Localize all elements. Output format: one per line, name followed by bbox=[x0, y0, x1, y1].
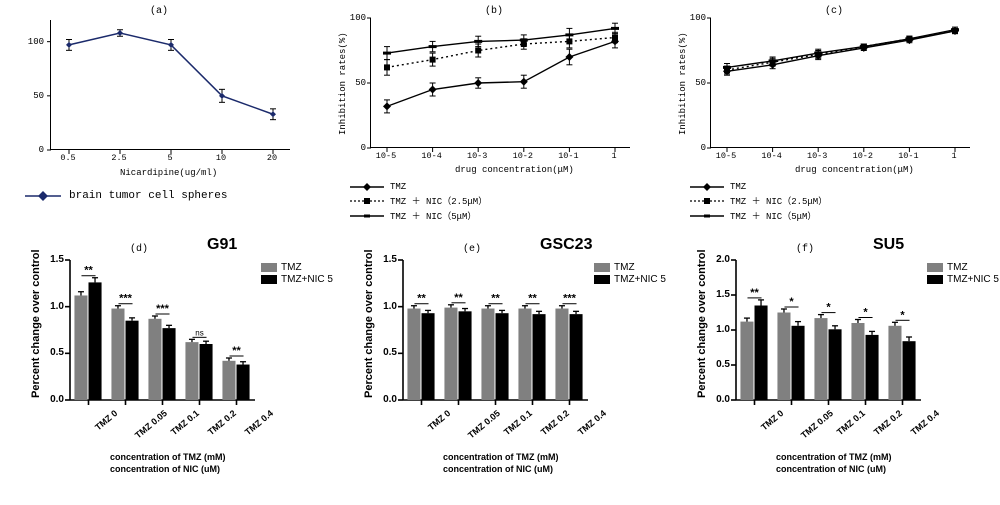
panel-c-xlabel: drug concentration(μM) bbox=[795, 165, 914, 175]
panel-c-legend: TMZ TMZ ＋ NIC（2.5μM） TMZ ＋ NIC（5μM） bbox=[690, 182, 827, 224]
bar-legend: TMZTMZ+NIC 5 bbox=[261, 262, 333, 286]
svg-text:***: *** bbox=[563, 293, 577, 305]
plot-b-svg bbox=[371, 18, 631, 148]
panel-c-tag: (c) bbox=[825, 6, 843, 17]
svg-text:*: * bbox=[789, 296, 794, 308]
svg-text:**: ** bbox=[417, 293, 426, 305]
legend-c-1: TMZ ＋ NIC（2.5μM） bbox=[730, 194, 827, 207]
svg-text:**: ** bbox=[750, 287, 759, 299]
svg-text:**: ** bbox=[491, 293, 500, 305]
panel-a-tag: (a) bbox=[150, 6, 168, 17]
panel-a: (a) Nicardipine(ug/ml) brain tumor cell … bbox=[0, 0, 320, 230]
svg-text:ns: ns bbox=[195, 328, 203, 337]
panel-b: (b) Inhibition rates(%) drug concentrati… bbox=[320, 0, 660, 230]
plot-c-area bbox=[710, 18, 970, 148]
legend-b-2: TMZ ＋ NIC（5μM） bbox=[390, 209, 476, 222]
plot-b-area bbox=[370, 18, 630, 148]
legend-c-0: TMZ bbox=[730, 182, 746, 192]
svg-text:**: ** bbox=[454, 292, 463, 304]
svg-text:**: ** bbox=[84, 265, 93, 277]
plot-a-svg bbox=[51, 20, 291, 150]
svg-text:**: ** bbox=[232, 345, 241, 357]
svg-text:*: * bbox=[826, 302, 831, 314]
legend-b-0: TMZ bbox=[390, 182, 406, 192]
panel-a-xlabel: Nicardipine(ug/ml) bbox=[120, 168, 217, 178]
panel-b-tag: (b) bbox=[485, 6, 503, 17]
svg-text:***: *** bbox=[156, 303, 170, 315]
svg-text:*: * bbox=[863, 307, 868, 319]
svg-text:**: ** bbox=[528, 293, 537, 305]
svg-text:*: * bbox=[900, 309, 905, 321]
svg-text:***: *** bbox=[119, 293, 133, 305]
legend-c-2: TMZ ＋ NIC（5μM） bbox=[730, 209, 816, 222]
panel-a-legend: brain tumor cell spheres bbox=[25, 190, 227, 202]
legend-b-1: TMZ ＋ NIC（2.5μM） bbox=[390, 194, 487, 207]
panel-c: (c) Inhibition rates(%) drug concentrati… bbox=[660, 0, 1000, 230]
plot-c-svg bbox=[711, 18, 971, 148]
panel-d: (d)G91Percent change over control*******… bbox=[0, 230, 333, 505]
plot-a-area bbox=[50, 20, 290, 150]
panel-e: (e)GSC23Percent change over control*****… bbox=[333, 230, 666, 505]
panel-b-legend: TMZ TMZ ＋ NIC（2.5μM） TMZ ＋ NIC（5μM） bbox=[350, 182, 487, 224]
bar-legend: TMZTMZ+NIC 5 bbox=[927, 262, 999, 286]
panel-b-xlabel: drug concentration(μM) bbox=[455, 165, 574, 175]
panel-a-legend-label: brain tumor cell spheres bbox=[69, 190, 227, 202]
bar-legend: TMZTMZ+NIC 5 bbox=[594, 262, 666, 286]
panel-f: (f)SU5Percent change over control******0… bbox=[666, 230, 999, 505]
